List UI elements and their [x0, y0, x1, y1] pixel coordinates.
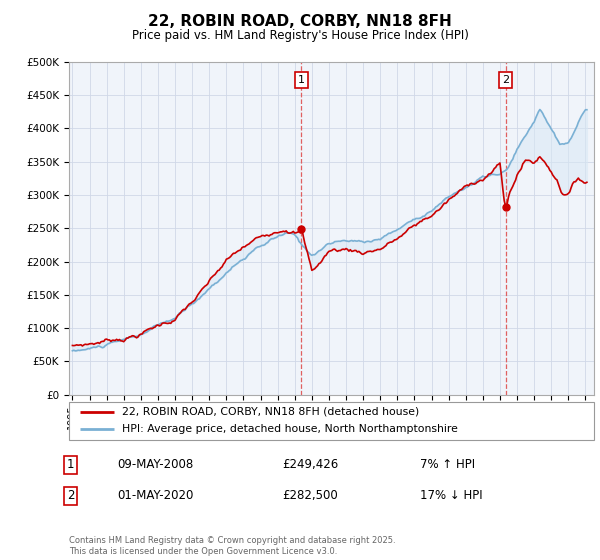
Text: Price paid vs. HM Land Registry's House Price Index (HPI): Price paid vs. HM Land Registry's House …: [131, 29, 469, 42]
Text: 22, ROBIN ROAD, CORBY, NN18 8FH (detached house): 22, ROBIN ROAD, CORBY, NN18 8FH (detache…: [121, 407, 419, 417]
Text: 01-MAY-2020: 01-MAY-2020: [117, 489, 193, 502]
Text: 22, ROBIN ROAD, CORBY, NN18 8FH: 22, ROBIN ROAD, CORBY, NN18 8FH: [148, 14, 452, 29]
Text: HPI: Average price, detached house, North Northamptonshire: HPI: Average price, detached house, Nort…: [121, 424, 457, 435]
Text: Contains HM Land Registry data © Crown copyright and database right 2025.
This d: Contains HM Land Registry data © Crown c…: [69, 536, 395, 556]
Text: 2: 2: [502, 75, 509, 85]
Text: £249,426: £249,426: [282, 458, 338, 472]
Text: £282,500: £282,500: [282, 489, 338, 502]
Text: 09-MAY-2008: 09-MAY-2008: [117, 458, 193, 472]
Text: 7% ↑ HPI: 7% ↑ HPI: [420, 458, 475, 472]
FancyBboxPatch shape: [69, 402, 594, 440]
Text: 1: 1: [298, 75, 305, 85]
Text: 1: 1: [67, 458, 74, 472]
Text: 2: 2: [67, 489, 74, 502]
Text: 17% ↓ HPI: 17% ↓ HPI: [420, 489, 482, 502]
